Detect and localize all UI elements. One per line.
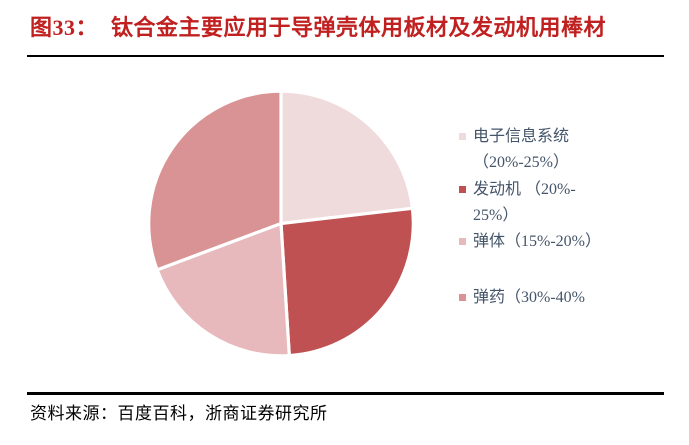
- pie-slice-electronic-info-system: [279, 89, 415, 226]
- pie-slice-engine: [279, 206, 415, 358]
- pie-slice-ammunition: [147, 89, 283, 272]
- legend-label: 发动机 （20%- 25%）: [473, 181, 576, 224]
- legend-item-electronic-info-system: 电子信息系统 （20%-25%）: [459, 124, 569, 176]
- pie-chart: [147, 89, 415, 358]
- title-divider: [27, 55, 664, 57]
- figure-number: 图33：: [30, 15, 99, 40]
- legend-item-ammunition: 弹药（30%-40%: [459, 285, 585, 311]
- figure-title: 图33： 钛合金主要应用于导弹壳体用板材及发动机用棒材: [30, 13, 670, 43]
- legend-item-engine: 发动机 （20%- 25%）: [459, 177, 576, 229]
- source-note: 资料来源：百度百科，浙商证券研究所: [30, 404, 328, 423]
- footer-divider: [27, 392, 664, 395]
- legend-swatch-icon: [459, 294, 466, 301]
- legend-swatch-icon: [459, 133, 466, 140]
- legend-item-missile-body: 弹体（15%-20%）: [459, 229, 601, 255]
- legend-label: 电子信息系统 （20%-25%）: [473, 128, 570, 171]
- legend-swatch-icon: [459, 238, 466, 245]
- legend-label: 弹体（15%-20%）: [473, 233, 601, 250]
- legend-swatch-icon: [459, 186, 466, 193]
- legend-label: 弹药（30%-40%: [473, 289, 585, 306]
- pie-slice-missile-body: [155, 221, 291, 358]
- figure-title-text: 钛合金主要应用于导弹壳体用板材及发动机用棒材: [111, 15, 607, 40]
